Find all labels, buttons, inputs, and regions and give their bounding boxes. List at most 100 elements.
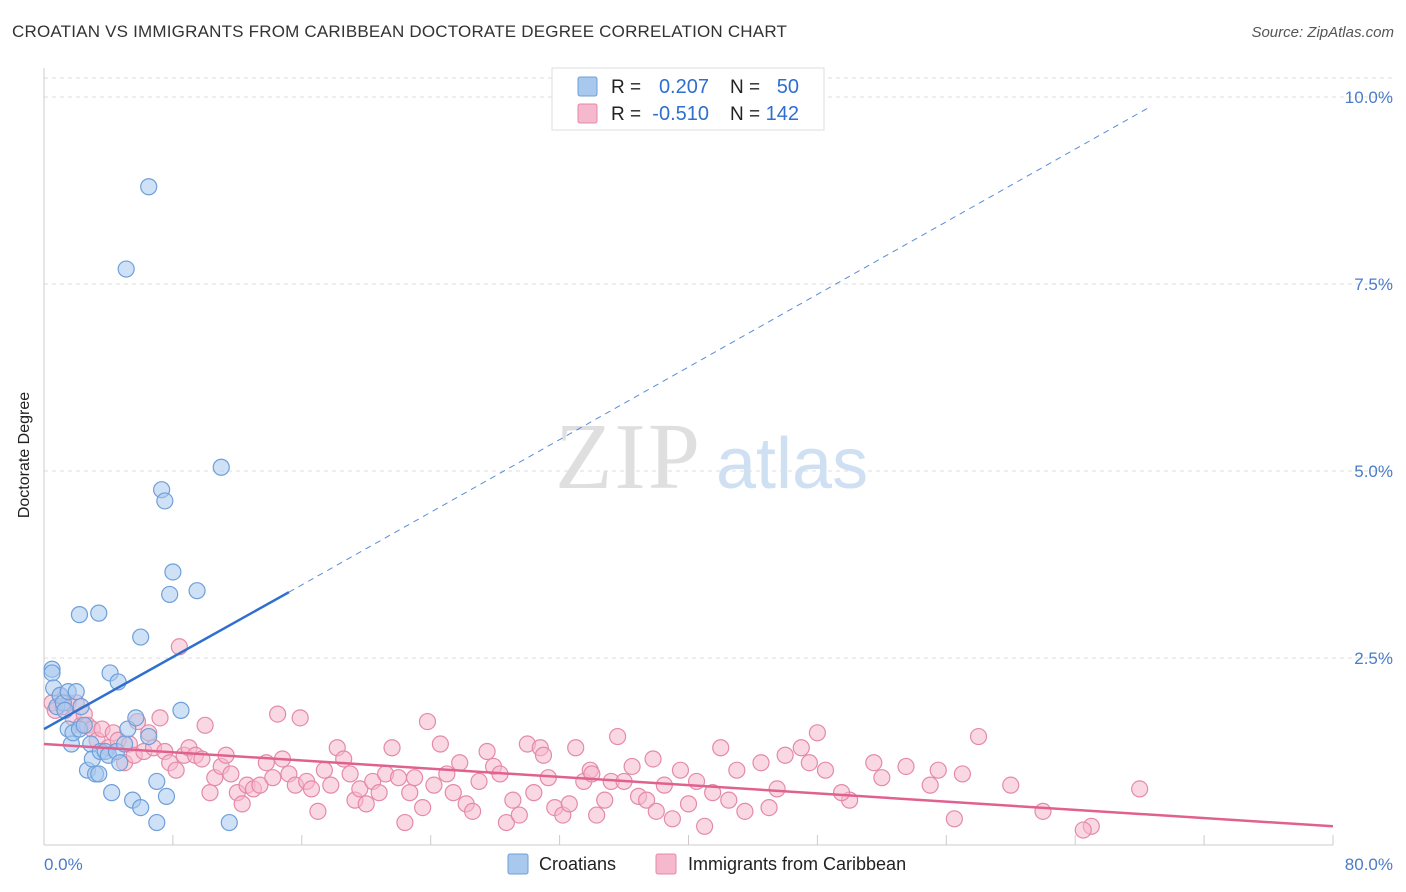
croatian-point xyxy=(156,492,174,510)
caribbean-point xyxy=(196,716,214,734)
caribbean-point xyxy=(510,806,528,824)
caribbean-point xyxy=(816,761,835,779)
croatian-point xyxy=(70,606,89,624)
caribbean-point xyxy=(1034,802,1052,820)
caribbean-point xyxy=(1131,780,1149,798)
caribbean-point xyxy=(269,705,287,723)
caribbean-point xyxy=(768,780,786,798)
caribbean-point xyxy=(401,784,419,802)
caribbean-point xyxy=(405,769,424,787)
caribbean-point xyxy=(383,739,401,757)
caribbean-point xyxy=(396,813,414,832)
stats-n-label-pink: N = xyxy=(730,104,760,125)
croatian-point xyxy=(132,628,150,646)
caribbean-point xyxy=(560,795,578,813)
caribbean-point xyxy=(1002,776,1020,794)
caribbean-point xyxy=(414,798,432,817)
caribbean-point xyxy=(945,810,963,828)
caribbean-point xyxy=(776,746,794,764)
y-tick-label: 10.0% xyxy=(1345,88,1393,107)
croatian-point xyxy=(111,754,129,772)
stats-n-label-blue: N = xyxy=(730,77,760,98)
caribbean-point xyxy=(351,780,369,798)
caribbean-point xyxy=(736,802,754,820)
caribbean-point xyxy=(704,784,722,802)
caribbean-point xyxy=(418,712,437,731)
croatian-point xyxy=(90,765,108,783)
croatian-point xyxy=(140,178,158,196)
legend-swatch-croatians xyxy=(507,853,529,875)
caribbean-point xyxy=(596,791,614,809)
caribbean-point xyxy=(302,780,321,798)
caribbean-point xyxy=(969,727,988,746)
caribbean-point xyxy=(341,765,359,783)
croatian-point xyxy=(188,582,206,600)
caribbean-point xyxy=(389,769,408,787)
caribbean-point xyxy=(644,750,662,768)
caribbean-point xyxy=(431,735,449,753)
watermark-zip: ZIP xyxy=(555,405,702,509)
caribbean-point xyxy=(322,776,340,794)
caribbean-points xyxy=(43,638,1149,839)
stats-n-value-pink: 142 xyxy=(766,103,799,125)
stats-box: R = 0.207 N = 50 R = -0.510 N = 142 xyxy=(551,67,825,131)
legend-swatch-caribbean xyxy=(655,853,677,875)
caribbean-point xyxy=(525,784,543,802)
caribbean-point xyxy=(151,709,169,727)
caribbean-point xyxy=(309,802,327,820)
caribbean-point xyxy=(760,798,778,817)
caribbean-point xyxy=(638,791,656,809)
watermark-atlas: atlas xyxy=(716,424,868,504)
caribbean-point xyxy=(929,761,947,779)
croatian-point xyxy=(75,716,93,734)
croatian-point xyxy=(148,813,166,832)
caribbean-point xyxy=(222,765,240,783)
caribbean-point xyxy=(679,795,698,813)
caribbean-trend-line xyxy=(43,742,1334,828)
stats-r-label-blue: R = xyxy=(611,77,641,98)
trend-lines xyxy=(43,107,1334,828)
croatian-point xyxy=(67,683,85,701)
y-tick-label: 5.0% xyxy=(1354,462,1393,481)
croatian-points xyxy=(43,178,238,832)
croatian-point xyxy=(220,813,238,832)
caribbean-point xyxy=(792,739,810,757)
caribbean-point xyxy=(873,769,891,787)
caribbean-point xyxy=(623,757,641,776)
caribbean-point xyxy=(720,791,738,809)
croatian-point xyxy=(132,798,150,817)
stats-n-value-blue: 50 xyxy=(777,76,799,98)
caribbean-point xyxy=(370,784,388,802)
x-axis-ticks xyxy=(172,835,1334,845)
caribbean-point xyxy=(808,724,827,742)
croatian-point xyxy=(157,787,176,805)
caribbean-point xyxy=(728,761,746,779)
caribbean-point xyxy=(897,757,915,776)
caribbean-point xyxy=(671,761,690,779)
croatian-point xyxy=(172,701,190,719)
croatian-point xyxy=(90,604,108,622)
x-axis-tick-labels: 0.0% 80.0% xyxy=(44,855,1393,874)
y-axis-title: Doctorate Degree xyxy=(16,329,34,518)
caribbean-point xyxy=(233,795,251,813)
croatian-point xyxy=(103,784,121,802)
croatian-trend-extension xyxy=(288,107,1148,593)
stats-swatch-blue xyxy=(577,76,598,97)
caribbean-point xyxy=(921,776,939,794)
croatian-point xyxy=(117,260,135,278)
croatian-point xyxy=(140,727,158,746)
caribbean-point xyxy=(752,754,770,772)
caribbean-point xyxy=(712,739,730,757)
caribbean-point xyxy=(953,765,972,783)
caribbean-point xyxy=(567,739,585,757)
croatian-trend-line xyxy=(43,591,290,731)
croatian-point xyxy=(212,458,230,476)
stats-r-value-blue: 0.207 xyxy=(659,76,709,98)
chart-title: CROATIAN VS IMMIGRANTS FROM CARIBBEAN DO… xyxy=(12,22,788,41)
y-axis-tick-labels: 2.5% 5.0% 7.5% 10.0% xyxy=(1345,88,1393,668)
caribbean-point xyxy=(609,727,627,746)
caribbean-point xyxy=(832,784,851,802)
caribbean-point xyxy=(291,709,309,727)
caribbean-point xyxy=(201,784,219,802)
caribbean-point xyxy=(497,813,516,832)
